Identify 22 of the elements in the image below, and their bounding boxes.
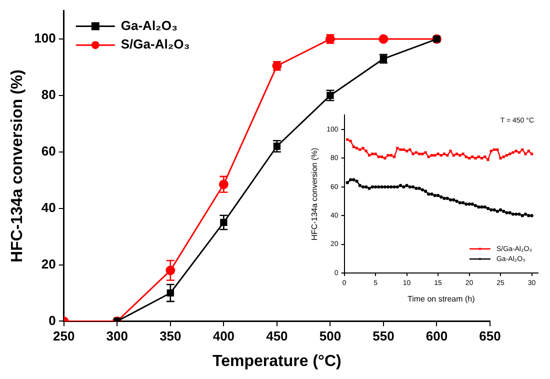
x-tick-label: 300 bbox=[106, 328, 128, 344]
y-axis-title: HFC-134a conversion (%) bbox=[9, 70, 26, 262]
x-tick-label: 400 bbox=[212, 328, 235, 344]
x-tick-label: 450 bbox=[266, 328, 288, 344]
x-axis-title: Time on stream (h) bbox=[408, 294, 476, 304]
x-tick-label: 600 bbox=[426, 328, 448, 344]
y-tick-label: 20 bbox=[41, 256, 56, 272]
x-tick-label: 500 bbox=[319, 328, 342, 344]
x-tick-label: 350 bbox=[160, 328, 182, 344]
y-tick-label: 60 bbox=[41, 143, 56, 158]
legend-label: Ga-Al₂O₃ bbox=[120, 18, 178, 33]
x-tick-label: 550 bbox=[372, 328, 394, 344]
x-axis-title: Temperature (°C) bbox=[212, 352, 342, 370]
x-tick-label: 250 bbox=[53, 328, 75, 344]
legend-label: S/Ga-Al₂O₃ bbox=[120, 36, 190, 52]
y-tick-label: 40 bbox=[41, 200, 56, 215]
x-tick-label: 650 bbox=[479, 328, 501, 344]
y-axis-title: HFC-134a conversion (%) bbox=[310, 148, 320, 240]
y-tick-label: 100 bbox=[34, 30, 56, 46]
point bbox=[378, 34, 388, 44]
y-tick-label: 0 bbox=[48, 312, 56, 328]
y-tick-label: 80 bbox=[41, 87, 56, 102]
